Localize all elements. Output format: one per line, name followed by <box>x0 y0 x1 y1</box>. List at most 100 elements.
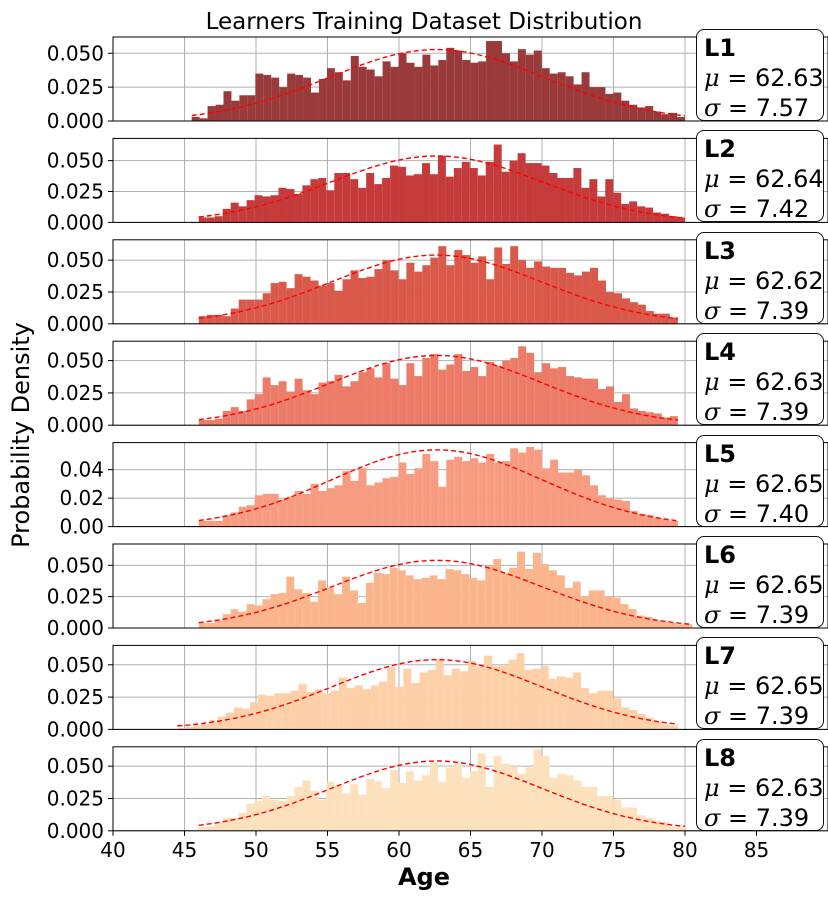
histogram-bar <box>421 775 430 831</box>
histogram-bar <box>230 308 239 324</box>
histogram-bar <box>371 685 380 730</box>
histogram-bar <box>270 594 279 628</box>
histogram-bar <box>427 669 436 730</box>
histogram-bar <box>255 73 264 121</box>
y-tick-label: 0.025 <box>47 75 104 99</box>
histogram-bar <box>518 452 527 527</box>
histogram-bar <box>222 208 231 223</box>
histogram-bar <box>238 611 247 628</box>
histogram-bar <box>318 285 327 324</box>
histogram-bar <box>645 106 654 121</box>
histogram-bar <box>462 461 471 527</box>
histogram-bar <box>653 212 662 223</box>
histogram-bar <box>510 358 519 426</box>
histogram-bar <box>582 378 591 426</box>
histogram-bar <box>310 394 319 426</box>
histogram-bar <box>350 55 359 121</box>
histogram-bar <box>250 702 259 730</box>
histogram-bar <box>387 667 396 730</box>
y-tick-label: 0.000 <box>47 210 104 234</box>
histogram-bar <box>454 354 463 426</box>
histogram-bar <box>540 666 549 730</box>
histogram-bar <box>422 265 431 324</box>
histogram-bar <box>677 116 685 121</box>
x-tick-label: 55 <box>315 838 340 862</box>
histogram-bar <box>414 468 423 527</box>
histogram-bar <box>230 407 239 426</box>
histogram-bar <box>629 510 638 527</box>
x-tick-label: 50 <box>243 838 268 862</box>
histogram-bar <box>286 189 295 223</box>
histogram-bar <box>374 482 383 527</box>
histogram-bar <box>286 496 295 527</box>
histogram-bar <box>628 609 637 628</box>
y-tick-label: 0.000 <box>47 717 104 741</box>
histogram-bar <box>461 574 470 628</box>
histogram-bar <box>262 293 271 324</box>
y-tick-label: 0.050 <box>47 653 104 677</box>
histogram-bar <box>494 41 502 122</box>
histogram-bar <box>198 217 207 223</box>
histogram-bar <box>342 172 351 223</box>
histogram-bar <box>414 376 423 426</box>
x-tick-label: 40 <box>100 838 125 862</box>
legend-mean: μ = 62.65 <box>704 571 824 599</box>
histogram-bar <box>493 755 502 831</box>
normal-fit-curve <box>198 354 678 421</box>
histogram-bar <box>508 659 517 730</box>
panel-l6: 0.000 0.025 0.050 <box>47 543 828 640</box>
histogram-bar <box>398 385 407 426</box>
histogram-bar <box>414 174 422 223</box>
histogram-bar <box>214 520 223 527</box>
histogram-bar <box>637 513 646 527</box>
histogram-bar <box>366 172 375 223</box>
histogram-bar <box>470 62 479 121</box>
histogram-bar <box>429 762 438 831</box>
histogram-bar <box>534 449 543 527</box>
histogram-bar <box>349 590 358 628</box>
histogram-bar <box>390 770 399 831</box>
histogram-bar <box>558 472 567 527</box>
histogram-bar <box>406 473 415 527</box>
histogram-bar <box>502 360 511 426</box>
histogram-bar <box>677 826 685 831</box>
histogram-bar <box>198 826 207 831</box>
histogram-bar <box>222 410 231 426</box>
legend-std: σ = 7.39 <box>704 296 810 325</box>
histogram-bar <box>669 725 678 730</box>
histogram-bar <box>549 73 558 121</box>
histogram-bar <box>206 420 215 426</box>
histogram-bar <box>350 381 359 426</box>
histogram-bar <box>310 179 319 223</box>
histogram-bar <box>582 271 591 324</box>
histogram-bar <box>279 87 288 121</box>
histogram-bar <box>501 171 510 223</box>
histogram-bar <box>382 177 391 223</box>
histogram-bar <box>637 815 646 831</box>
histogram-bar <box>526 446 535 527</box>
histogram-bar <box>486 279 495 324</box>
histogram-bar <box>398 782 407 831</box>
histogram-bar <box>318 799 327 831</box>
legend-box-l2: L2 μ = 62.64 σ = 7.42 <box>696 130 824 223</box>
histogram-bar <box>534 261 543 324</box>
histogram-bar <box>366 368 375 426</box>
histogram-bar <box>470 367 479 426</box>
histogram-bar <box>550 267 559 324</box>
histogram-bar <box>342 471 351 527</box>
histogram-bar <box>382 478 391 527</box>
histogram-bar <box>621 707 630 730</box>
histogram-bar <box>310 790 319 831</box>
histogram-bar <box>653 111 662 121</box>
histogram-bar <box>311 92 319 121</box>
histogram-bar <box>379 681 388 730</box>
histogram-bar <box>493 144 502 223</box>
histogram-bar <box>443 675 452 730</box>
histogram-bar <box>494 365 503 426</box>
histogram-bar <box>598 495 606 527</box>
legend-panel-name: L2 <box>704 135 736 164</box>
histogram-bar <box>461 777 470 831</box>
histogram-bar <box>419 672 428 730</box>
histogram-bar <box>438 369 447 426</box>
normal-fit-curve <box>198 760 686 828</box>
